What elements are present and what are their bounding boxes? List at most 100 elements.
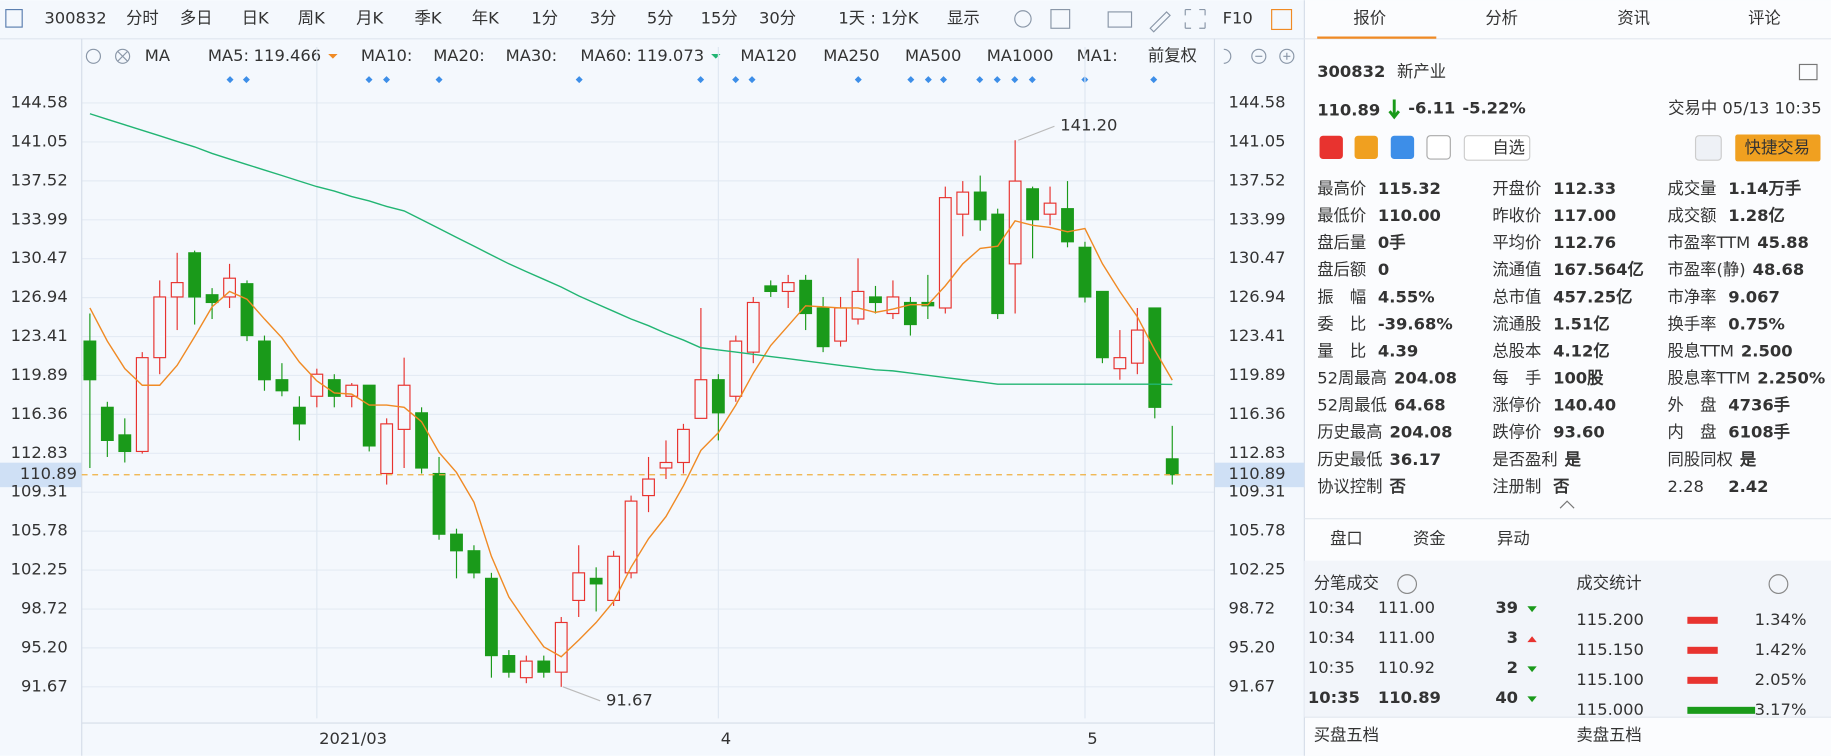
period-tab[interactable]: 月K	[356, 8, 384, 27]
chart: 300832 分时 多日 日K 周K 月K 季K 年K 1分 3分 5分 15分 30分 1天 : 1分K…	[11, 8, 1286, 756]
panel-tab[interactable]: 评论	[1748, 8, 1781, 27]
period-tab[interactable]: 季K	[415, 8, 443, 27]
field-value: 45.88	[1757, 233, 1809, 252]
period-tab[interactable]: 30分	[759, 8, 796, 27]
field-value: 0手	[1378, 233, 1406, 252]
period-tab[interactable]: 年K	[472, 8, 500, 27]
tag-icon[interactable]	[1319, 135, 1343, 160]
candle-body	[205, 294, 219, 304]
panel-tab[interactable]: 报价	[1353, 8, 1386, 27]
buy-depth[interactable]: 买盘五档	[1314, 725, 1379, 744]
more-icon[interactable]	[1768, 574, 1789, 595]
trade-button[interactable]	[1735, 134, 1821, 162]
field-label: 股息TTM	[1668, 341, 1734, 360]
candle-body	[537, 660, 551, 673]
candle-body	[100, 406, 114, 441]
candle-body	[642, 478, 655, 497]
candle-body	[450, 533, 463, 552]
candle-body	[1096, 290, 1109, 359]
candle-body	[729, 340, 743, 397]
panel-tab[interactable]: 资讯	[1617, 8, 1650, 27]
note-icon[interactable]	[1426, 135, 1451, 160]
section-tab[interactable]: 异动	[1497, 529, 1530, 548]
field-value: 2.250%	[1757, 369, 1825, 388]
collapse-caret[interactable]	[1559, 500, 1575, 509]
y-tick-label-right: 116.36	[1228, 404, 1285, 423]
field-label: 股息率TTM	[1668, 369, 1751, 388]
ma-legend-name: MA5:	[208, 46, 249, 65]
candle-body	[275, 379, 289, 392]
ma-legend-value: 119.073	[637, 46, 705, 65]
field-label: 历史最低	[1317, 450, 1382, 469]
annotation-leader	[1018, 125, 1055, 141]
period-tab[interactable]: 1分	[531, 8, 558, 27]
quote-code: 300832	[1317, 62, 1385, 81]
f10-button[interactable]: F10	[1223, 8, 1253, 27]
candle-body	[1061, 208, 1074, 243]
y-tick-label-right: 109.31	[1228, 482, 1285, 501]
field-label: 市盈率(静)	[1668, 260, 1746, 279]
stat-pct: 2.05%	[1755, 670, 1807, 689]
trade-label[interactable]: 快捷交易	[1745, 138, 1810, 157]
field-label: 流通股	[1492, 314, 1541, 333]
ticks-list: 10:34 111.00 39 115.200 1.34% 10:34 111.00 3 115…	[1308, 598, 1807, 715]
y-tick-label: 123.41	[11, 326, 68, 345]
field-value: 100股	[1553, 369, 1604, 388]
tag-icon[interactable]	[1390, 135, 1415, 160]
range-select[interactable]: 1天 : 1分K	[838, 8, 919, 27]
candle-body	[502, 655, 516, 673]
period-tab[interactable]: 分时	[126, 8, 159, 27]
menu-icon[interactable]	[1798, 63, 1818, 81]
help-icon[interactable]	[1397, 574, 1418, 595]
watch-button[interactable]	[1463, 135, 1531, 161]
sidebar-icon[interactable]	[5, 8, 23, 28]
y-tick-label: 116.36	[11, 404, 68, 423]
field-label: 成交额	[1668, 206, 1717, 225]
section-tab[interactable]: 资金	[1413, 529, 1446, 548]
stat-bar	[1687, 676, 1718, 684]
field-value: 140.40	[1553, 396, 1616, 415]
candle-body	[1130, 329, 1144, 364]
candle-body	[781, 282, 795, 293]
field-value: 4.12亿	[1553, 341, 1610, 360]
ma-dropdown[interactable]	[328, 53, 338, 59]
candle-body	[327, 379, 341, 397]
field-value: 9.067	[1728, 287, 1780, 306]
tag-icon[interactable]	[1354, 135, 1378, 160]
adjust-button[interactable]: 前复权	[1148, 46, 1197, 65]
field-label: 是否盈利	[1492, 450, 1557, 469]
candle-body	[170, 282, 184, 298]
field-value: 否	[1552, 477, 1570, 496]
panel: 报价 分析 资讯 评论 300832 新产业 110.89 -6.11 -5.22% 交易中 05…	[1304, 8, 1831, 744]
period-tab[interactable]: 3分	[590, 8, 617, 27]
watch-label: 自选	[1492, 138, 1525, 157]
field-value: 457.25亿	[1553, 287, 1632, 306]
period-tab[interactable]: 5分	[647, 8, 674, 27]
period-tab[interactable]: 15分	[701, 8, 738, 27]
candle-body	[886, 296, 900, 315]
bell-icon[interactable]	[1694, 135, 1722, 161]
quote-change: -6.11	[1408, 98, 1455, 117]
y-tick-label: 130.47	[11, 248, 68, 267]
period-tab[interactable]: 周K	[298, 8, 326, 27]
panel-tab[interactable]: 分析	[1485, 8, 1518, 27]
section-tab[interactable]: 盘口	[1330, 529, 1363, 548]
ma-line	[89, 113, 1173, 386]
stock-code: 300832	[44, 8, 106, 27]
y-tick-label: 126.94	[11, 287, 68, 306]
field-value: 204.08	[1390, 423, 1453, 442]
field-label: 跌停价	[1492, 423, 1541, 442]
y-tick-label: 102.25	[11, 560, 68, 579]
stat-pct: 1.42%	[1755, 640, 1807, 659]
period-tab[interactable]: 多日	[180, 8, 213, 27]
field-value: 112.76	[1553, 233, 1616, 252]
candle-body	[991, 213, 1005, 315]
period-tab[interactable]: 日K	[242, 8, 270, 27]
toolbar-icons[interactable]	[85, 8, 1295, 64]
display-select[interactable]: 显示	[947, 8, 980, 27]
y-tick-label: 112.83	[11, 443, 68, 462]
trade-price: 111.00	[1378, 598, 1435, 617]
sell-depth[interactable]: 卖盘五档	[1576, 725, 1641, 744]
stat-price: 115.200	[1576, 610, 1644, 629]
field-label: 同股同权	[1668, 450, 1733, 469]
